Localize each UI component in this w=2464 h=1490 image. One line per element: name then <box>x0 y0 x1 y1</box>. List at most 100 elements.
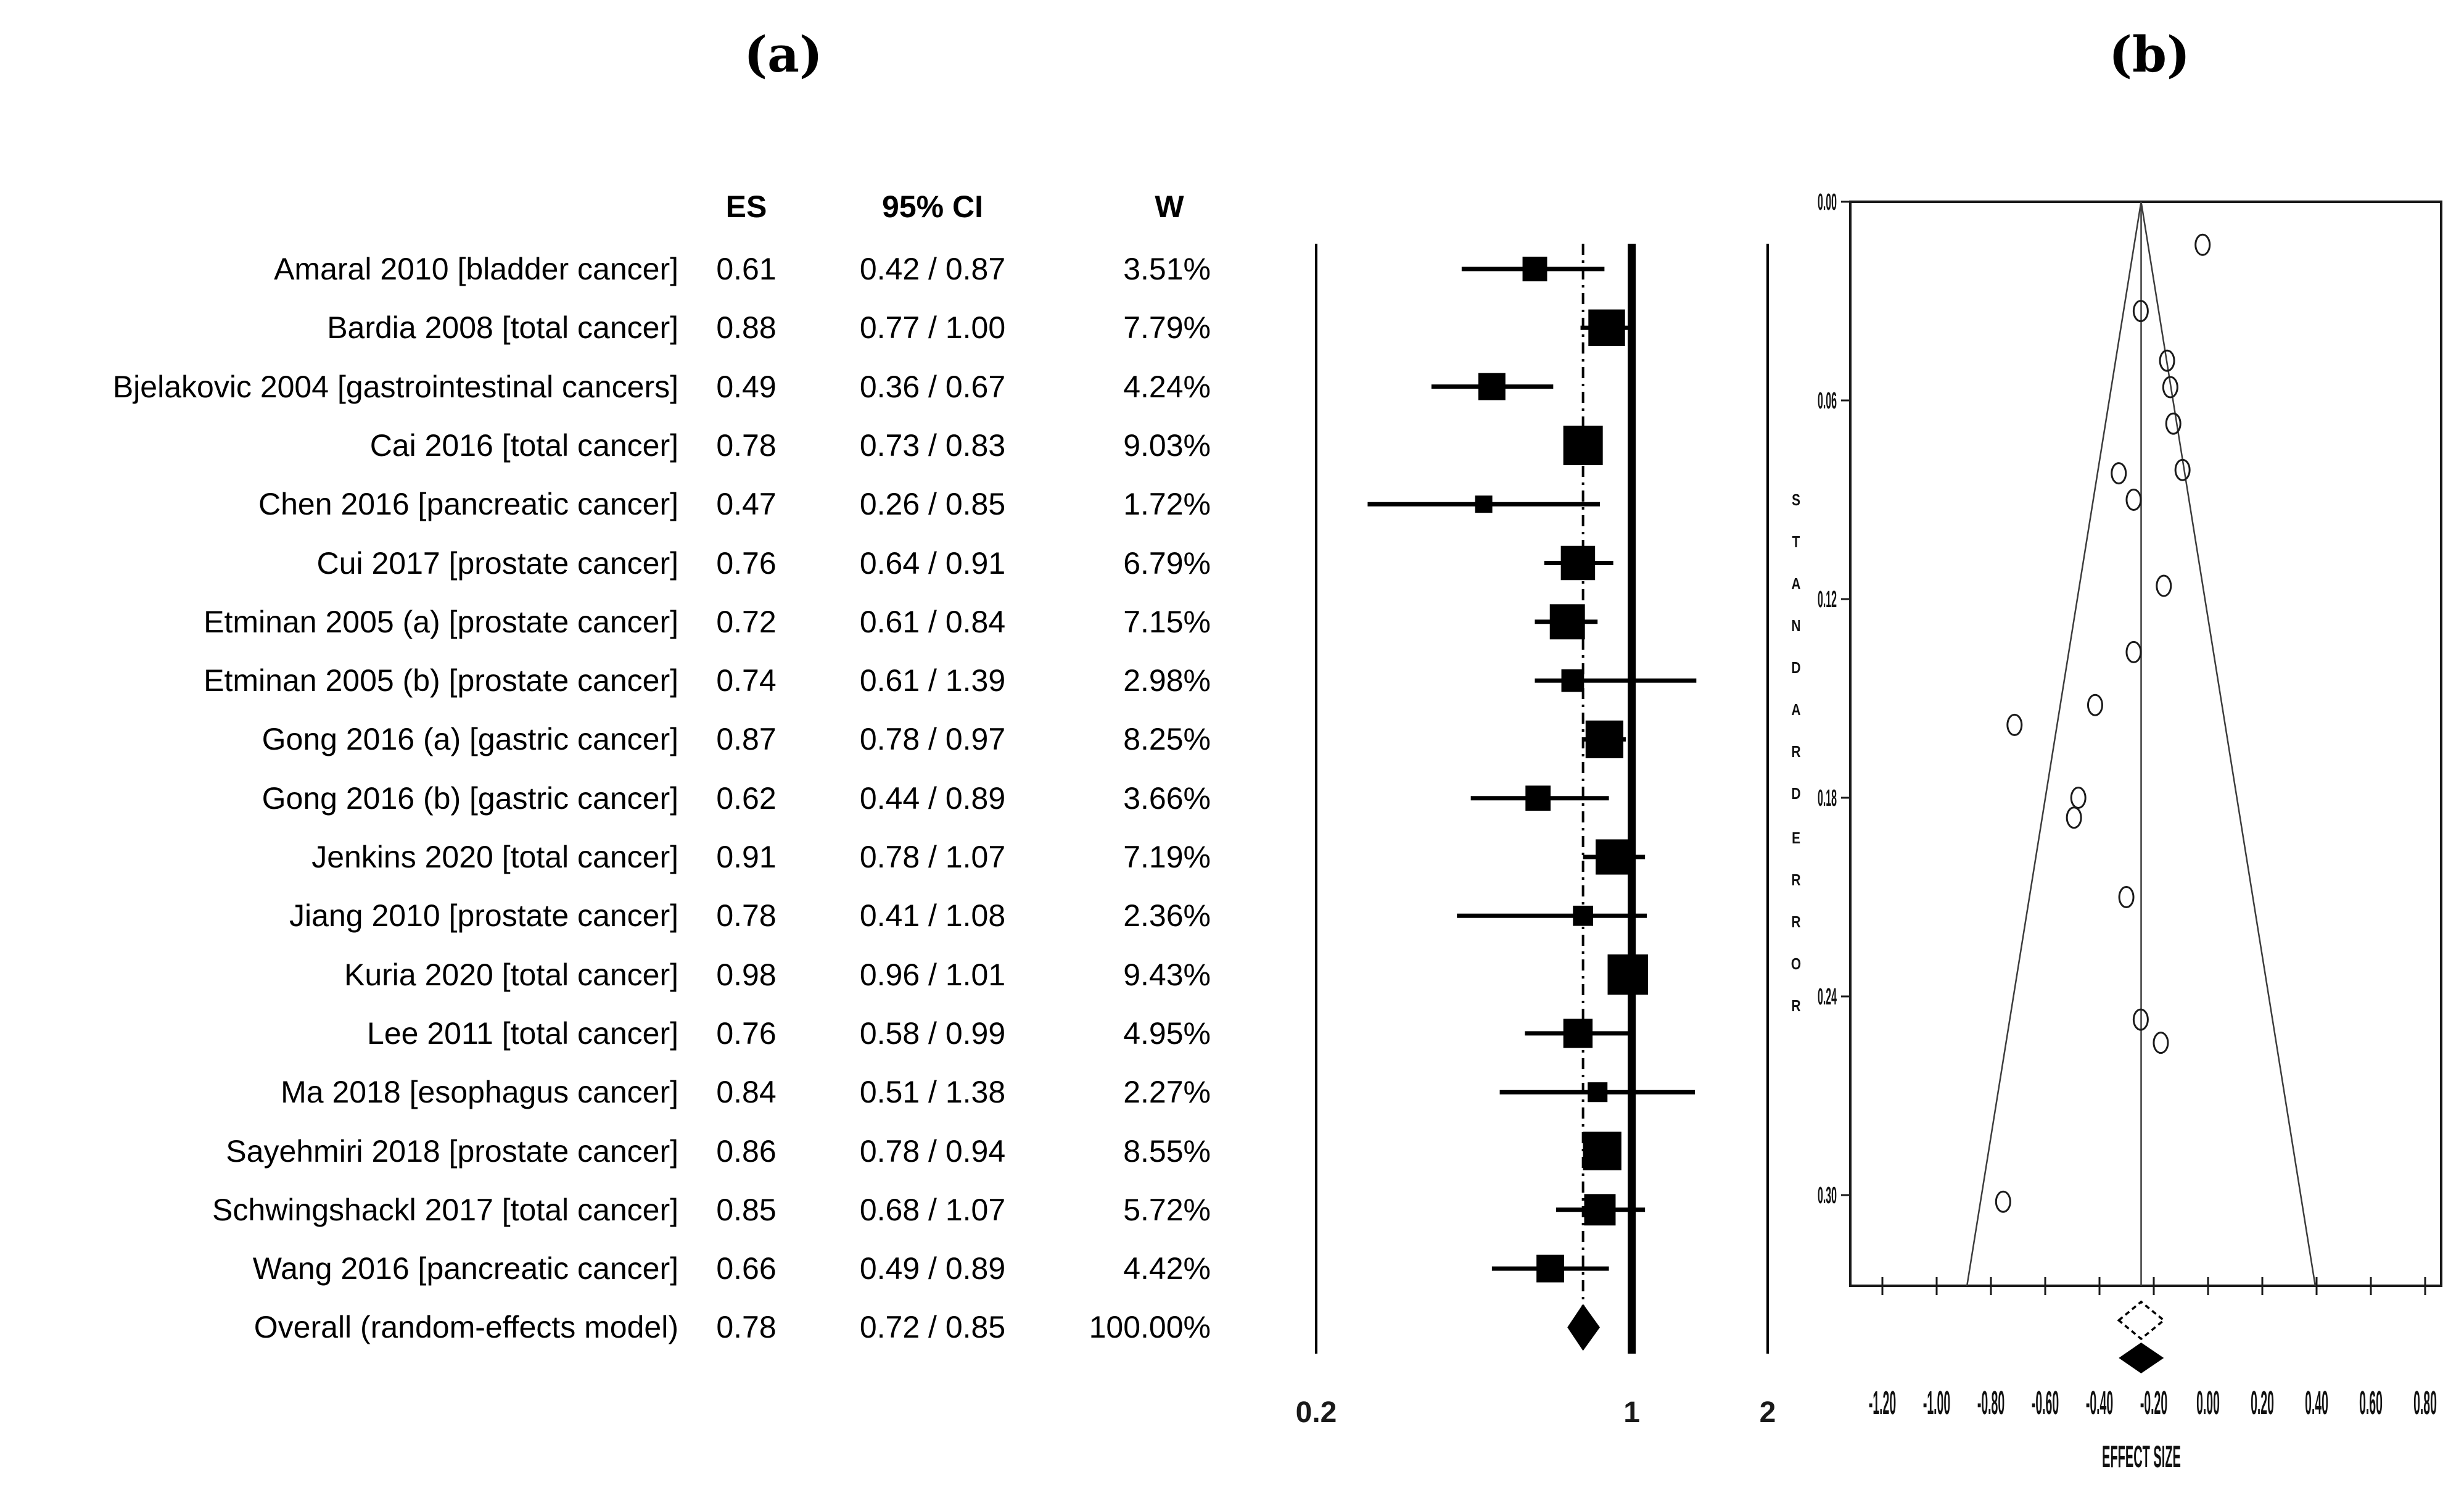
funnel-y-axis-title-letter: R <box>1791 997 1800 1015</box>
ci-value: 0.51 / 1.38 <box>859 1075 1006 1110</box>
study-label: Amaral 2010 [bladder cancer] <box>274 252 678 286</box>
ci-value: 0.41 / 1.08 <box>859 898 1006 933</box>
es-value: 0.98 <box>716 957 777 992</box>
column-header-w: W <box>1155 189 1184 224</box>
funnel-y-axis-title-letter: D <box>1791 659 1800 677</box>
study-label: Schwingshackl 2017 [total cancer] <box>212 1192 678 1227</box>
funnel-plot-box <box>1849 201 2442 1287</box>
es-value: 0.84 <box>716 1075 777 1110</box>
ci-value: 0.61 / 1.39 <box>859 663 1006 698</box>
study-square <box>1607 954 1648 995</box>
study-square <box>1588 1082 1608 1103</box>
funnel-right-pseudo-ci-line <box>2140 201 2317 1286</box>
weight-value: 7.19% <box>1123 840 1211 874</box>
funnel-y-tick-label: 0.06 <box>1818 388 1837 414</box>
funnel-open-diamond <box>2117 1300 2166 1341</box>
funnel-x-tick-label: -0.80 <box>1977 1384 2005 1422</box>
study-label: Chen 2016 [pancreatic cancer] <box>258 487 678 522</box>
ci-value: 0.42 / 0.87 <box>859 252 1006 286</box>
ci-value: 0.26 / 0.85 <box>859 487 1006 522</box>
table-row: Wang 2016 [pancreatic cancer] 0.66 0.49 / … <box>0 1240 1264 1298</box>
weight-value: 9.43% <box>1123 957 1211 992</box>
study-label: Cui 2017 [prostate cancer] <box>316 545 678 581</box>
funnel-study-point <box>2132 1008 2149 1031</box>
study-square <box>1573 905 1594 926</box>
study-label: Kuria 2020 [total cancer] <box>344 957 678 992</box>
funnel-y-tick-label: 0.00 <box>1818 189 1837 215</box>
funnel-y-axis-title-letter: S <box>1792 491 1800 509</box>
table-row: Bjelakovic 2004 [gastrointestinal cancer… <box>0 358 1264 416</box>
weight-value: 4.42% <box>1123 1251 1211 1286</box>
ci-value: 0.73 / 0.83 <box>859 428 1006 463</box>
ci-value: 0.78 / 1.07 <box>859 840 1006 874</box>
ci-value: 0.72 / 0.85 <box>859 1310 1006 1345</box>
weight-value: 7.79% <box>1123 310 1211 346</box>
study-square <box>1585 720 1623 758</box>
funnel-x-tick-label: -0.20 <box>2140 1384 2167 1422</box>
funnel-study-point <box>2132 300 2149 323</box>
table-row: Jenkins 2020 [total cancer] 0.91 0.78 / 1.… <box>0 828 1264 886</box>
funnel-x-tick-label: 0.20 <box>2251 1384 2274 1422</box>
funnel-filled-diamond <box>2119 1343 2164 1373</box>
funnel-study-point <box>2125 489 2142 511</box>
funnel-y-tick-label: 0.24 <box>1818 984 1837 1010</box>
ci-value: 0.78 / 0.94 <box>859 1133 1006 1169</box>
study-label: Cai 2016 [total cancer] <box>369 428 678 463</box>
funnel-y-axis-title-letter: A <box>1791 575 1800 593</box>
funnel-x-tick-label: 0.60 <box>2359 1384 2383 1422</box>
weight-value: 6.79% <box>1123 545 1211 581</box>
weight-value: 7.15% <box>1123 604 1211 639</box>
funnel-study-point <box>2156 574 2172 597</box>
funnel-x-tick-label: 0.80 <box>2413 1384 2437 1422</box>
funnel-study-point <box>2165 412 2182 435</box>
es-value: 0.78 <box>716 898 777 933</box>
ci-value: 0.78 / 0.97 <box>859 722 1006 757</box>
study-square <box>1560 545 1596 581</box>
weight-value: 8.55% <box>1123 1133 1211 1169</box>
funnel-y-axis-title-letter: A <box>1791 701 1800 719</box>
es-value: 0.49 <box>716 369 777 404</box>
study-label: Jenkins 2020 [total cancer] <box>311 840 678 874</box>
es-value: 0.85 <box>716 1192 777 1227</box>
study-label: Ma 2018 [esophagus cancer] <box>281 1075 678 1110</box>
column-header-es: ES <box>725 189 767 224</box>
study-square <box>1536 1254 1564 1283</box>
study-label: Gong 2016 (a) [gastric cancer] <box>262 722 678 757</box>
funnel-x-tick-label: 0.00 <box>2196 1384 2220 1422</box>
es-value: 0.91 <box>716 840 777 874</box>
funnel-y-axis-title-letter: T <box>1792 533 1800 551</box>
funnel-x-tick-label: -1.00 <box>1923 1384 1950 1422</box>
weight-value: 2.36% <box>1123 898 1211 933</box>
table-row: Cai 2016 [total cancer] 0.78 0.73 / 0.83 9.… <box>0 416 1264 474</box>
weight-value: 1.72% <box>1123 487 1211 522</box>
funnel-x-tick-label: -1.20 <box>1869 1384 1896 1422</box>
panel-b-label: (b) <box>2109 25 2190 83</box>
table-row: Chen 2016 [pancreatic cancer] 0.47 0.26 / … <box>0 475 1264 533</box>
funnel-y-tick-label: 0.12 <box>1818 587 1837 613</box>
study-square <box>1525 785 1551 811</box>
funnel-study-point <box>2070 787 2087 809</box>
column-header-ci: 95% CI <box>882 189 983 224</box>
funnel-study-point <box>2162 376 2178 399</box>
study-label: Bardia 2008 [total cancer] <box>327 310 678 346</box>
weight-value: 5.72% <box>1123 1192 1211 1227</box>
es-value: 0.72 <box>716 604 777 639</box>
weight-value: 9.03% <box>1123 428 1211 463</box>
funnel-x-tick-label: 0.40 <box>2305 1384 2328 1422</box>
table-row-overall: Overall (random-effects model) 0.78 0.72 /… <box>0 1298 1264 1356</box>
table-row: Gong 2016 (b) [gastric cancer] 0.62 0.44 /… <box>0 769 1264 827</box>
es-value: 0.88 <box>716 310 777 346</box>
ci-value: 0.44 / 0.89 <box>859 780 1006 816</box>
forest-axis-tick-label: 1 <box>1623 1396 1640 1429</box>
study-label: Gong 2016 (b) [gastric cancer] <box>262 780 678 816</box>
ci-value: 0.36 / 0.67 <box>859 369 1006 404</box>
funnel-y-axis-title-letter: D <box>1791 785 1800 803</box>
funnel-x-tick-label: -0.60 <box>2032 1384 2059 1422</box>
funnel-y-axis-title-letter: R <box>1791 743 1800 761</box>
funnel-left-pseudo-ci-line <box>1966 201 2142 1286</box>
table-row: Cui 2017 [prostate cancer] 0.76 0.64 / 0.9… <box>0 534 1264 592</box>
funnel-y-tick-label: 0.30 <box>1818 1183 1837 1209</box>
study-square <box>1596 839 1631 875</box>
funnel-y-axis-title-letter: E <box>1792 829 1800 847</box>
table-row: Etminan 2005 (a) [prostate cancer] 0.72 0.… <box>0 593 1264 651</box>
